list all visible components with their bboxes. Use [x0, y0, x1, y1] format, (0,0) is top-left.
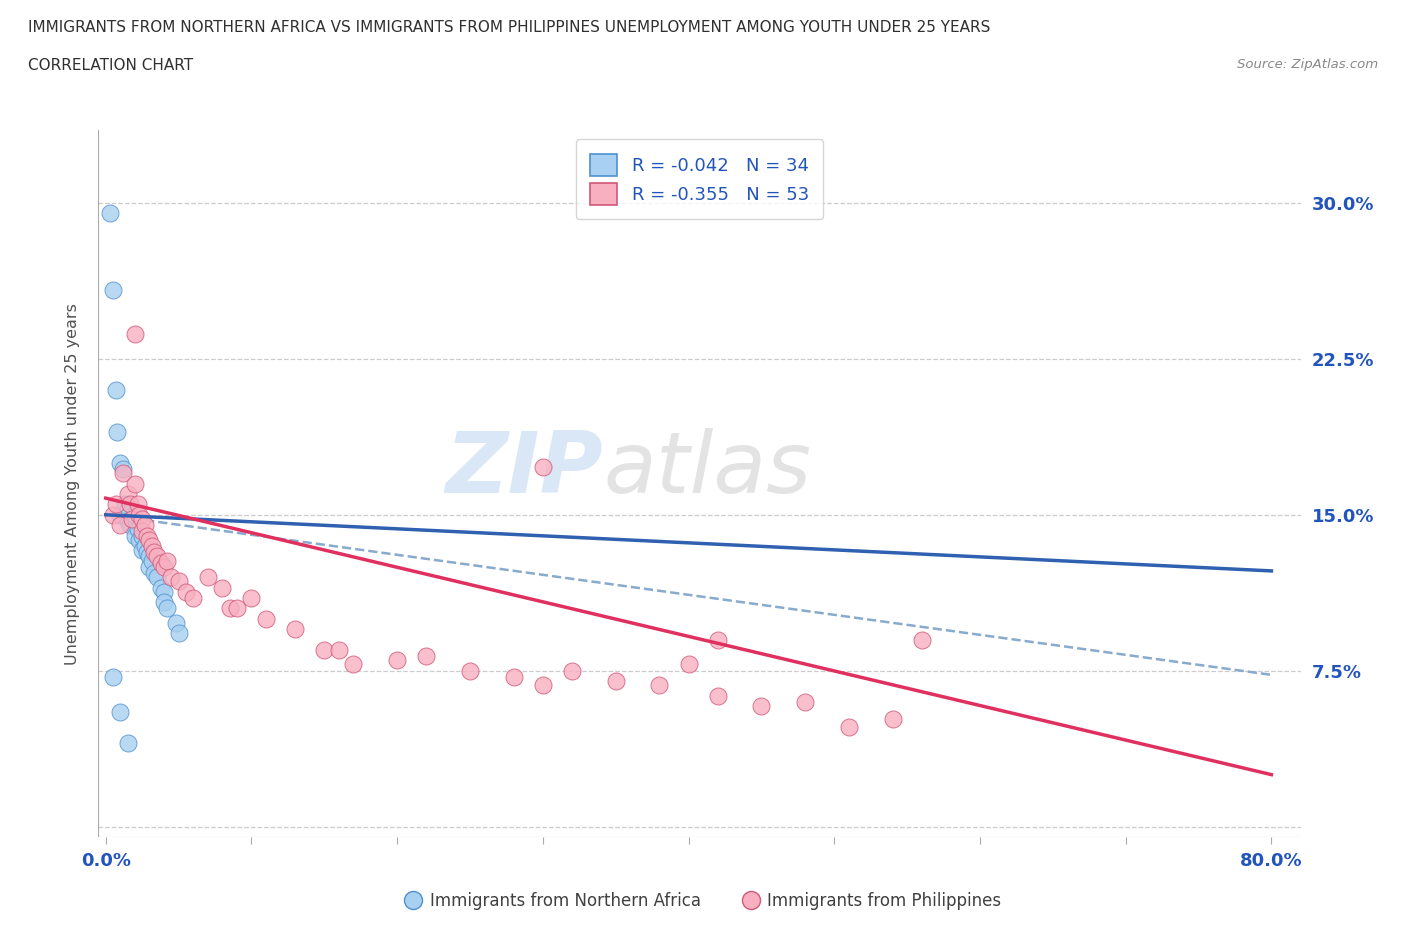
- Point: [120, 497, 142, 512]
- Point: [706, 688, 728, 703]
- Point: [531, 459, 554, 474]
- Point: [142, 565, 165, 580]
- Point: [142, 545, 165, 560]
- Point: [160, 570, 183, 585]
- Point: [101, 283, 124, 298]
- Point: [104, 497, 127, 512]
- Point: [131, 543, 153, 558]
- Point: [112, 466, 135, 481]
- Point: [153, 559, 176, 574]
- Point: [114, 497, 136, 512]
- Point: [165, 616, 187, 631]
- Point: [138, 549, 160, 564]
- Point: [218, 601, 240, 616]
- Point: [167, 626, 190, 641]
- Point: [120, 518, 142, 533]
- Legend: R = -0.042   N = 34, R = -0.355   N = 53: R = -0.042 N = 34, R = -0.355 N = 53: [575, 140, 824, 219]
- Point: [131, 528, 153, 543]
- Point: [678, 657, 700, 671]
- Text: atlas: atlas: [603, 428, 811, 511]
- Point: [181, 591, 204, 605]
- Point: [174, 584, 197, 599]
- Point: [385, 653, 408, 668]
- Point: [156, 553, 179, 568]
- Point: [135, 528, 157, 543]
- Point: [110, 705, 132, 720]
- Point: [156, 601, 179, 616]
- Point: [110, 508, 132, 523]
- Point: [150, 580, 173, 595]
- Point: [197, 570, 219, 585]
- Point: [117, 736, 139, 751]
- Point: [124, 528, 146, 543]
- Point: [706, 632, 728, 647]
- Point: [882, 711, 904, 726]
- Point: [605, 673, 627, 688]
- Point: [648, 678, 671, 693]
- Point: [124, 476, 146, 491]
- Text: Source: ZipAtlas.com: Source: ZipAtlas.com: [1237, 58, 1378, 71]
- Point: [110, 456, 132, 471]
- Point: [124, 326, 146, 341]
- Point: [117, 513, 139, 528]
- Point: [328, 643, 350, 658]
- Point: [141, 538, 163, 553]
- Point: [117, 486, 139, 501]
- Point: [211, 580, 233, 595]
- Point: [838, 720, 860, 735]
- Point: [101, 670, 124, 684]
- Point: [134, 518, 156, 533]
- Point: [314, 643, 336, 658]
- Point: [104, 382, 127, 397]
- Point: [138, 559, 160, 574]
- Point: [127, 497, 149, 512]
- Point: [127, 522, 149, 537]
- Point: [121, 512, 143, 526]
- Point: [135, 545, 157, 560]
- Point: [134, 538, 156, 553]
- Point: [110, 518, 132, 533]
- Point: [284, 621, 307, 636]
- Point: [121, 512, 143, 526]
- Point: [124, 508, 146, 523]
- Point: [502, 670, 524, 684]
- Point: [131, 524, 153, 538]
- Point: [794, 695, 817, 710]
- Legend: Immigrants from Northern Africa, Immigrants from Philippines: Immigrants from Northern Africa, Immigra…: [398, 885, 1008, 917]
- Point: [240, 591, 263, 605]
- Point: [342, 657, 364, 671]
- Point: [128, 532, 150, 547]
- Text: ZIP: ZIP: [446, 428, 603, 511]
- Point: [131, 512, 153, 526]
- Y-axis label: Unemployment Among Youth under 25 years: Unemployment Among Youth under 25 years: [65, 302, 80, 665]
- Point: [153, 594, 176, 609]
- Text: IMMIGRANTS FROM NORTHERN AFRICA VS IMMIGRANTS FROM PHILIPPINES UNEMPLOYMENT AMON: IMMIGRANTS FROM NORTHERN AFRICA VS IMMIG…: [28, 20, 990, 35]
- Point: [225, 601, 247, 616]
- Point: [254, 611, 277, 626]
- Point: [153, 584, 176, 599]
- Point: [101, 508, 124, 523]
- Point: [112, 461, 135, 476]
- Point: [561, 663, 583, 678]
- Point: [911, 632, 934, 647]
- Point: [105, 424, 128, 439]
- Point: [138, 532, 160, 547]
- Point: [98, 206, 121, 220]
- Point: [145, 549, 167, 564]
- Point: [145, 570, 167, 585]
- Point: [531, 678, 554, 693]
- Text: CORRELATION CHART: CORRELATION CHART: [28, 58, 193, 73]
- Point: [150, 555, 173, 570]
- Point: [458, 663, 481, 678]
- Point: [141, 553, 163, 568]
- Point: [117, 501, 139, 516]
- Point: [751, 698, 773, 713]
- Point: [128, 508, 150, 523]
- Point: [167, 574, 190, 589]
- Point: [415, 649, 437, 664]
